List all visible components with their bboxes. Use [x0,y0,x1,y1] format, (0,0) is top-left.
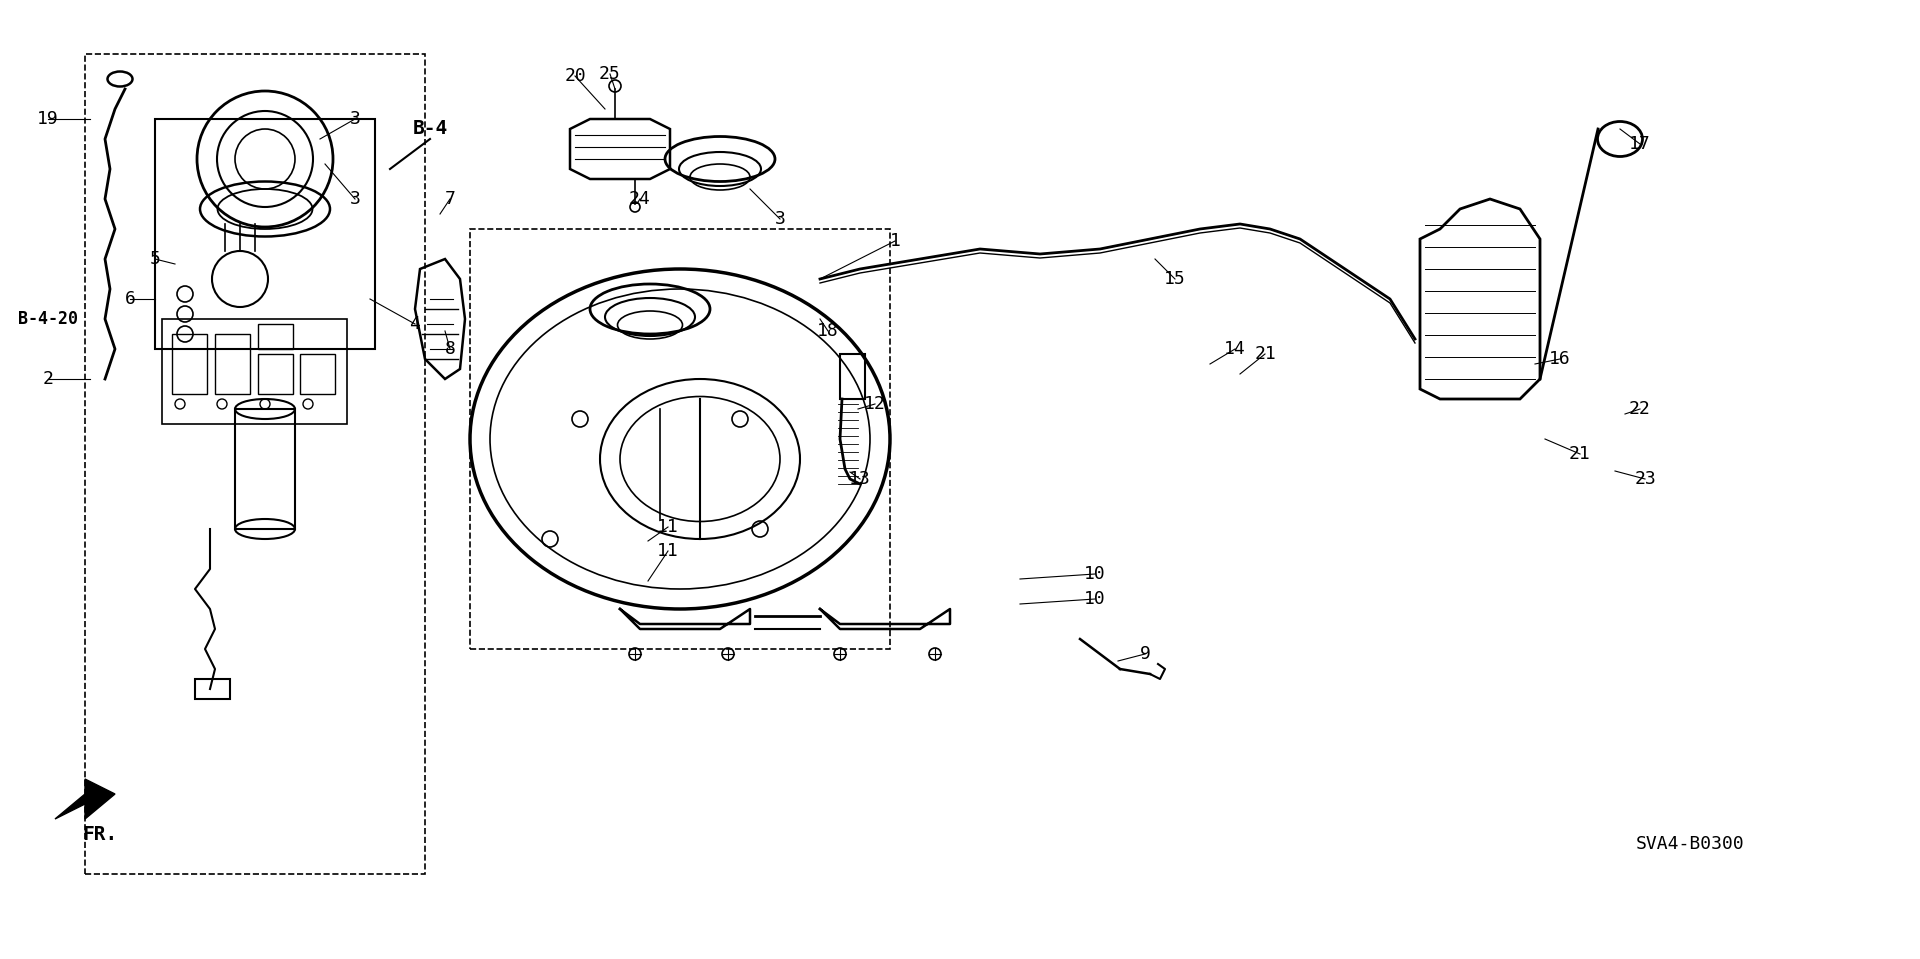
Text: B-4-20: B-4-20 [17,310,79,328]
Bar [215,334,250,394]
Bar [470,229,891,649]
Text: 8: 8 [445,340,455,358]
Text: 5: 5 [150,250,161,268]
Text: 10: 10 [1085,565,1106,583]
Text: 11: 11 [657,542,680,560]
Text: SVA4-B0300: SVA4-B0300 [1636,835,1745,853]
Bar [173,334,207,394]
Text: 17: 17 [1630,135,1651,153]
Bar [84,54,424,874]
Bar [257,324,294,349]
Bar [300,354,334,394]
Text: 3: 3 [349,190,361,208]
Text: FR.: FR. [83,825,117,844]
Text: 18: 18 [818,322,839,340]
Text: 13: 13 [849,470,872,488]
Text: 15: 15 [1164,270,1187,288]
Text: 16: 16 [1549,350,1571,368]
Text: 14: 14 [1225,340,1246,358]
Bar [196,679,230,699]
Text: 23: 23 [1634,470,1655,488]
Text: 2: 2 [42,370,54,388]
Text: 4: 4 [409,315,420,333]
Text: 22: 22 [1630,400,1651,418]
Text: 20: 20 [564,67,586,85]
Bar [841,354,866,399]
Text: 3: 3 [349,110,361,128]
Text: 11: 11 [657,518,680,536]
Text: B-4: B-4 [413,120,447,138]
Text: 24: 24 [630,190,651,208]
Text: 9: 9 [1140,645,1150,663]
Text: 21: 21 [1254,345,1277,363]
Text: 6: 6 [125,290,136,308]
Text: 1: 1 [889,232,900,250]
Bar [161,319,348,424]
Text: 25: 25 [599,65,620,83]
Polygon shape [56,779,115,819]
Bar [257,354,294,394]
Text: 3: 3 [774,210,785,228]
Bar [234,409,296,529]
Text: 12: 12 [864,395,885,413]
Text: 10: 10 [1085,590,1106,608]
Text: 7: 7 [445,190,455,208]
Text: 19: 19 [36,110,60,128]
Bar [156,119,374,349]
Text: 21: 21 [1569,445,1592,463]
